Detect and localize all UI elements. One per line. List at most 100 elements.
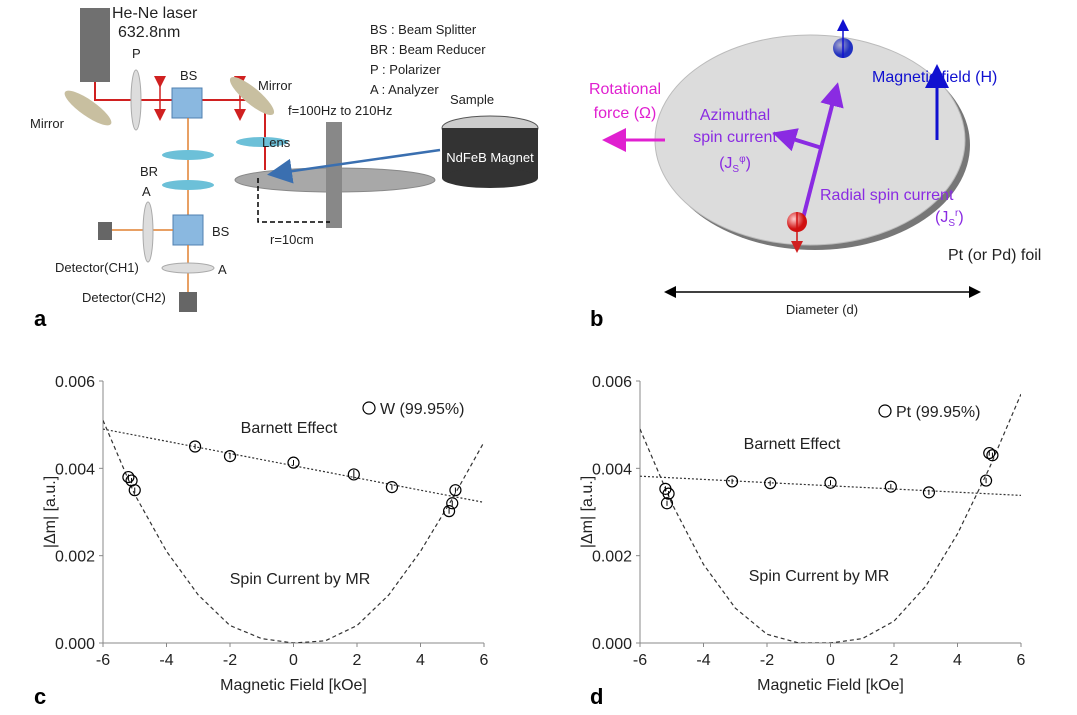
legend-entry: BR : Beam Reducer (370, 42, 486, 57)
trend-line (103, 428, 484, 503)
panel-a: He-Ne laser 632.8nm Mirror P BS Mirror f… (30, 5, 539, 331)
panel-label: b (590, 306, 603, 331)
legend-label: Pt (99.95%) (896, 404, 980, 421)
polarizer (130, 69, 142, 131)
x-tick-label: 4 (953, 652, 962, 669)
mirror-label: Mirror (30, 116, 65, 131)
x-tick-label: -2 (223, 652, 237, 669)
point (347, 468, 360, 481)
field-label: Magnetic field (H) (872, 69, 997, 86)
point (986, 449, 999, 462)
x-axis-label: Magnetic Field [kOe] (757, 677, 904, 694)
y-tick-label: 0.006 (592, 374, 632, 391)
symbol-sup: φ (739, 154, 746, 165)
legend-entry: A : Analyzer (370, 82, 439, 97)
legend-marker (362, 401, 376, 415)
x-tick-label: -2 (760, 652, 774, 669)
point (446, 497, 459, 510)
sample-label: Sample (450, 92, 494, 107)
point (128, 484, 141, 497)
laser-wavelength: 632.8nm (118, 24, 180, 41)
lens (236, 137, 288, 147)
symbol-sup: r (955, 208, 959, 219)
y-axis-label: |Δm| [a.u.] (579, 476, 596, 548)
x-tick-label: 0 (826, 652, 835, 669)
point (449, 484, 462, 497)
point (223, 450, 237, 463)
beam-splitter-label: BS (180, 68, 198, 83)
radial-arrow (798, 82, 844, 231)
annotation: Spin Current by MR (230, 571, 371, 588)
symbol-base: (J (719, 155, 732, 172)
point (884, 480, 897, 493)
point (979, 474, 993, 487)
azimuthal-arrow (772, 128, 823, 152)
x-tick-label: 0 (289, 652, 298, 669)
point (660, 497, 674, 510)
analyzer-label: A (142, 184, 151, 199)
x-tick-label: -4 (696, 652, 710, 669)
mirror-label: Mirror (258, 78, 293, 93)
panel-label: d (590, 684, 603, 709)
point (764, 477, 777, 490)
beam-reducer-label: BR (140, 164, 158, 179)
diameter-label: Diameter (d) (786, 302, 858, 317)
trend-line (640, 475, 1021, 497)
point (385, 481, 399, 494)
y-tick-label: 0.002 (592, 549, 632, 566)
x-tick-label: 6 (480, 652, 489, 669)
polarizer-label: P (132, 46, 141, 61)
foil-label: Pt (or Pd) foil (948, 247, 1041, 264)
detector (98, 222, 112, 240)
radius-label: r=10cm (270, 232, 314, 247)
y-tick-label: 0.004 (592, 461, 632, 478)
magnet-bottom (442, 168, 538, 188)
detector-label: Detector(CH2) (82, 290, 166, 305)
symbol-sub: S (948, 218, 955, 229)
radial-symbol: (JSr) (935, 208, 964, 229)
point (983, 446, 996, 460)
pointer (267, 148, 441, 184)
mirror (229, 76, 275, 116)
trend-line (103, 420, 484, 643)
y-axis-label: |Δm| [a.u.] (42, 476, 59, 548)
symbol-close: ) (958, 209, 963, 226)
point (725, 475, 739, 488)
annotation: Barnett Effect (744, 436, 841, 453)
point (442, 505, 456, 518)
x-tick-label: -6 (633, 652, 647, 669)
y-tick-label: 0.000 (55, 636, 95, 653)
y-tick-label: 0.006 (55, 374, 95, 391)
panel-b: Rotational force (Ω) Azimuthal spin curr… (589, 19, 1041, 331)
x-tick-label: -6 (96, 652, 110, 669)
analyzer-label: A (218, 262, 227, 277)
azimuthal-label: spin current (693, 129, 777, 146)
magnet-label: NdFeB Magnet (446, 150, 534, 165)
detector (179, 292, 197, 312)
point (662, 487, 675, 500)
beam-reducer (162, 180, 214, 190)
rotation-label: force (Ω) (594, 105, 657, 122)
symbol-sub: S (732, 164, 739, 175)
y-tick-label: 0.004 (55, 461, 95, 478)
shaft (326, 122, 342, 228)
analyzer (161, 262, 215, 274)
point (287, 456, 300, 469)
beam-splitter-label: BS (212, 224, 230, 239)
mirror (64, 90, 112, 126)
laser-label: He-Ne laser (112, 5, 198, 22)
frequency-label: f=100Hz to 210Hz (288, 103, 392, 118)
detector-label: Detector(CH1) (55, 260, 139, 275)
x-axis-label: Magnetic Field [kOe] (220, 677, 367, 694)
x-tick-label: -4 (159, 652, 173, 669)
point (122, 470, 135, 484)
azimuthal-label: Azimuthal (700, 107, 770, 124)
legend-marker (878, 404, 892, 418)
x-tick-label: 2 (890, 652, 899, 669)
beam-splitter (172, 214, 204, 246)
trend-line (640, 393, 1021, 643)
annotation: Barnett Effect (241, 420, 338, 437)
point (922, 486, 936, 499)
rotation-label: Rotational (589, 81, 661, 98)
